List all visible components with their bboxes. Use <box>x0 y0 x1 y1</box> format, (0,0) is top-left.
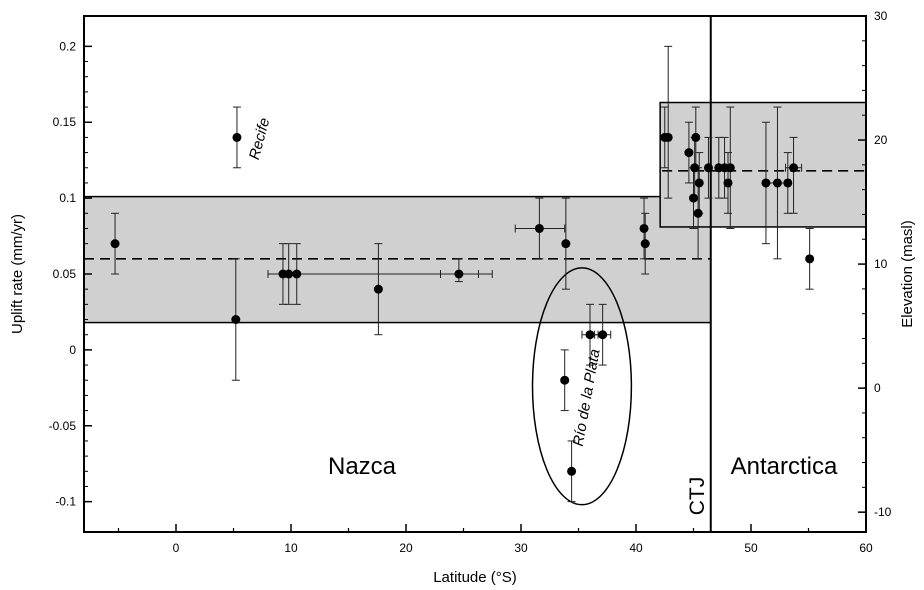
data-point-13 <box>598 330 608 340</box>
y-tick-label: 0.15 <box>53 115 77 129</box>
data-point-4 <box>284 269 294 279</box>
rio-de-la-plata-label: Río de la Plata <box>570 348 604 448</box>
data-point-11 <box>567 466 577 476</box>
data-point-32 <box>789 163 799 173</box>
data-point-8 <box>534 223 544 233</box>
x-axis-title: Latitude (°S) <box>433 569 517 586</box>
data-point-1 <box>231 315 241 325</box>
ctj-label: CTJ <box>686 477 709 516</box>
x-tick-label: 50 <box>744 541 758 555</box>
data-point-28 <box>725 163 735 173</box>
data-point-15 <box>640 239 650 249</box>
x-tick-label: 40 <box>629 541 643 555</box>
data-point-20 <box>690 163 700 173</box>
antarctica-label: Antarctica <box>731 453 838 480</box>
data-point-10 <box>560 375 570 385</box>
y2-tick-label: 20 <box>874 133 888 147</box>
ellipse-layer <box>531 267 633 506</box>
y-tick-label: 0.1 <box>59 191 76 205</box>
data-point-layer <box>110 132 815 476</box>
y-tick-label: 0.2 <box>59 39 76 53</box>
x-tick-label: 20 <box>399 541 413 555</box>
data-point-12 <box>585 330 595 340</box>
data-point-33 <box>805 254 815 264</box>
y2-axis-ticks: -10 0 10 20 30 <box>858 9 892 519</box>
x-tick-label: 0 <box>173 541 180 555</box>
y-tick-label: -0.1 <box>55 495 76 509</box>
data-point-6 <box>373 284 383 294</box>
data-point-7 <box>454 269 464 279</box>
data-point-17 <box>663 132 673 142</box>
y-tick-label: 0 <box>69 343 76 357</box>
y-tick-label: -0.05 <box>49 419 77 433</box>
band-1 <box>659 101 867 228</box>
data-point-30 <box>772 178 782 188</box>
data-point-31 <box>783 178 793 188</box>
x-tick-label: 60 <box>859 541 873 555</box>
rio-de-la-plata-ellipse <box>531 267 633 506</box>
x-axis-ticks: 0 10 20 30 40 50 60 <box>117 524 873 555</box>
data-point-14 <box>639 223 649 233</box>
y-axis-ticks: -0.1 -0.05 0 0.05 0.1 0.15 0.2 <box>49 39 92 509</box>
data-point-24 <box>703 163 713 173</box>
data-point-5 <box>292 269 302 279</box>
x-tick-label: 10 <box>284 541 298 555</box>
data-point-23 <box>694 178 704 188</box>
y2-tick-label: -10 <box>874 505 892 519</box>
band-layer <box>83 101 867 324</box>
nazca-label: Nazca <box>328 453 397 480</box>
y-tick-label: 0.05 <box>53 267 77 281</box>
data-point-22 <box>693 208 703 218</box>
recife-label: Recife <box>246 116 273 161</box>
y2-tick-label: 0 <box>874 381 881 395</box>
x-tick-label: 30 <box>514 541 528 555</box>
data-point-9 <box>561 239 571 249</box>
y-axis-title: Uplift rate (mm/yr) <box>9 214 26 334</box>
data-point-2 <box>232 132 242 142</box>
y2-tick-label: 10 <box>874 257 888 271</box>
data-point-18 <box>684 148 694 158</box>
data-point-29 <box>761 178 771 188</box>
data-point-19 <box>689 193 698 203</box>
data-point-0 <box>110 239 120 249</box>
data-point-27 <box>723 178 733 188</box>
y2-axis-title: Elevation (masl) <box>899 220 916 328</box>
data-point-21 <box>691 132 701 142</box>
y2-tick-label: 30 <box>874 9 888 23</box>
